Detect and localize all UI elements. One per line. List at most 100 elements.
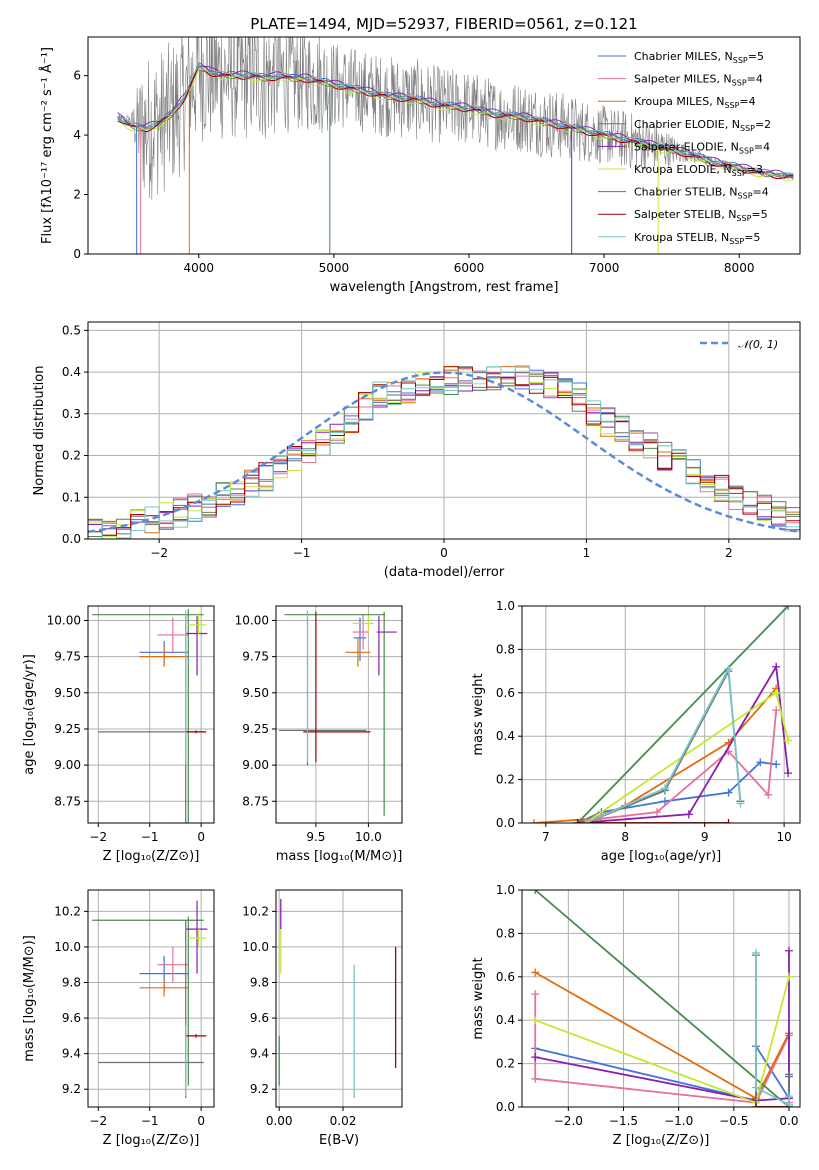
y-tick-label: 9.6 <box>62 1011 81 1025</box>
axes-frame <box>521 889 801 1108</box>
x-tick-label: 0 <box>440 546 448 560</box>
x-tick-label: 7 <box>542 830 550 844</box>
weight-marker <box>751 1083 760 1092</box>
x-tick-label: 0.02 <box>330 1114 357 1128</box>
weight-marker <box>531 968 540 977</box>
y-tick-label: 10.2 <box>242 904 269 918</box>
y-tick-label: 9.4 <box>62 1047 81 1061</box>
y-tick-label: 9.6 <box>250 1011 269 1025</box>
legend-entry: Kroupa MILES, NSSP=4 <box>634 95 756 110</box>
model-line-8 <box>117 64 794 177</box>
age-weight-axes: 7 8 9 10 0.0 0.2 0.4 0.6 0.8 1.0 age [log₁₀(age/yr… <box>471 599 801 864</box>
weight-marker <box>531 1016 540 1025</box>
weight-marker <box>784 972 793 981</box>
weight-marker <box>756 758 765 767</box>
plot-area <box>531 890 793 1107</box>
y-tick-label: 0.1 <box>62 490 81 504</box>
x-tick-label: −1.0 <box>664 1114 693 1128</box>
y-tick-label: 0.8 <box>496 642 515 656</box>
y-tick-label: 9.75 <box>54 650 81 664</box>
weight-line-8 <box>585 665 742 823</box>
y-tick-label: 0 <box>73 247 81 261</box>
model-line-4 <box>117 65 794 178</box>
x-tick-label: 9 <box>701 830 709 844</box>
z-weight-axes: −2.0 −1.5 −1.0 −0.5 0.0 0.0 0.2 0.4 0.6 0.8 1.0 Z [… <box>471 883 801 1148</box>
mass-age-axes: 9.5 10.0 8.75 9.00 9.25 9.50 9.75 10.00 mass [lo… <box>235 605 403 864</box>
y-tick-label: 0.2 <box>62 449 81 463</box>
weight-marker <box>724 664 733 673</box>
ebv-mass-axes: 0.00 0.02 9.2 9.4 9.6 9.8 10.0 10.2 E(B-V) <box>242 889 403 1148</box>
weight-marker <box>653 808 662 817</box>
y-tick-label: 10.00 <box>47 613 81 627</box>
x-tick-label: −1.5 <box>609 1114 638 1128</box>
x-tick-label: −0.5 <box>719 1114 748 1128</box>
weight-line-8 <box>755 952 790 1107</box>
y-tick-label: 9.50 <box>242 686 269 700</box>
weight-marker <box>751 948 760 957</box>
y-tick-label: 0.4 <box>496 1013 515 1027</box>
plot-area <box>92 608 208 823</box>
weight-marker <box>660 784 669 793</box>
histogram-axes: −2 −1 0 1 2 0.0 0.1 0.2 0.3 0.4 0.5 (data-model)/er… <box>32 321 801 580</box>
weight-marker <box>772 688 781 697</box>
weight-marker <box>764 790 773 799</box>
y-tick-label: 0.8 <box>496 926 515 940</box>
y-tick-label: 9.8 <box>62 975 81 989</box>
weight-marker <box>529 819 538 823</box>
y-tick-label: 10.2 <box>54 904 81 918</box>
z-mass-axes: −2 −1 0 9.2 9.4 9.6 9.8 10.0 10.2 Z [log₁₀(Z/Z⊙)]… <box>22 889 215 1148</box>
y-tick-label: 0.0 <box>496 816 515 830</box>
weight-marker <box>772 662 781 671</box>
model-line-6 <box>117 64 794 179</box>
plot-area <box>117 37 794 254</box>
y-axis-label: Normed distribution <box>32 366 47 496</box>
axes-frame <box>87 36 801 255</box>
y-tick-label: 9.2 <box>250 1082 269 1096</box>
axes-frame <box>521 605 801 824</box>
x-axis-label: Z [log₁₀(Z/Z⊙)] <box>613 1133 710 1148</box>
weight-line-3 <box>534 890 790 1107</box>
legend-entry: Kroupa ELODIE, NSSP=3 <box>634 163 763 178</box>
legend-entry: Salpeter MILES, NSSP=4 <box>634 73 763 88</box>
weight-marker <box>784 1092 793 1101</box>
axes-frame <box>275 605 403 824</box>
axes-frame <box>87 889 215 1108</box>
z-age-axes: −2 −1 0 8.75 9.00 9.25 9.50 9.75 10.00 Z [log₁₀(Z… <box>22 605 215 864</box>
y-tick-label: 0.3 <box>62 407 81 421</box>
weight-line-6 <box>585 668 742 823</box>
weight-marker <box>531 990 540 999</box>
x-axis-label: wavelength [Angstrom, rest frame] <box>330 280 559 295</box>
weight-marker <box>573 819 582 823</box>
x-axis-label: (data-model)/error <box>384 565 505 580</box>
weight-marker <box>772 706 781 715</box>
y-tick-label: 9.75 <box>242 650 269 664</box>
plot-area <box>279 610 397 816</box>
x-tick-label: −1 <box>141 830 159 844</box>
x-tick-label: 0 <box>197 1114 205 1128</box>
y-tick-label: 9.25 <box>242 722 269 736</box>
weight-marker <box>772 760 781 769</box>
y-axis-label: mass weight <box>471 957 486 1039</box>
weight-marker <box>784 1100 793 1107</box>
plot-area <box>529 606 793 823</box>
y-tick-label: 0.0 <box>62 532 81 546</box>
weight-marker <box>784 769 793 778</box>
x-tick-label: 1 <box>583 546 591 560</box>
y-tick-label: 0.4 <box>62 365 81 379</box>
x-tick-label: 8 <box>621 830 629 844</box>
x-tick-label: 8000 <box>724 261 755 275</box>
x-tick-label: −1 <box>141 1114 159 1128</box>
axes-frame <box>275 889 403 1108</box>
x-tick-label: 9.5 <box>306 830 325 844</box>
y-tick-label: 9.25 <box>54 722 81 736</box>
x-tick-label: 2 <box>725 546 733 560</box>
x-tick-label: 6000 <box>454 261 485 275</box>
weight-marker <box>724 819 733 823</box>
x-tick-label: −1 <box>293 546 311 560</box>
observed-spectrum <box>117 37 794 200</box>
legend-entry: Chabrier ELODIE, NSSP=2 <box>634 118 771 133</box>
y-tick-label: 1.0 <box>496 883 515 897</box>
legend-entry: 𝒩(0, 1) <box>738 338 778 351</box>
weight-line-5 <box>584 691 789 823</box>
y-tick-label: 4 <box>73 128 81 142</box>
